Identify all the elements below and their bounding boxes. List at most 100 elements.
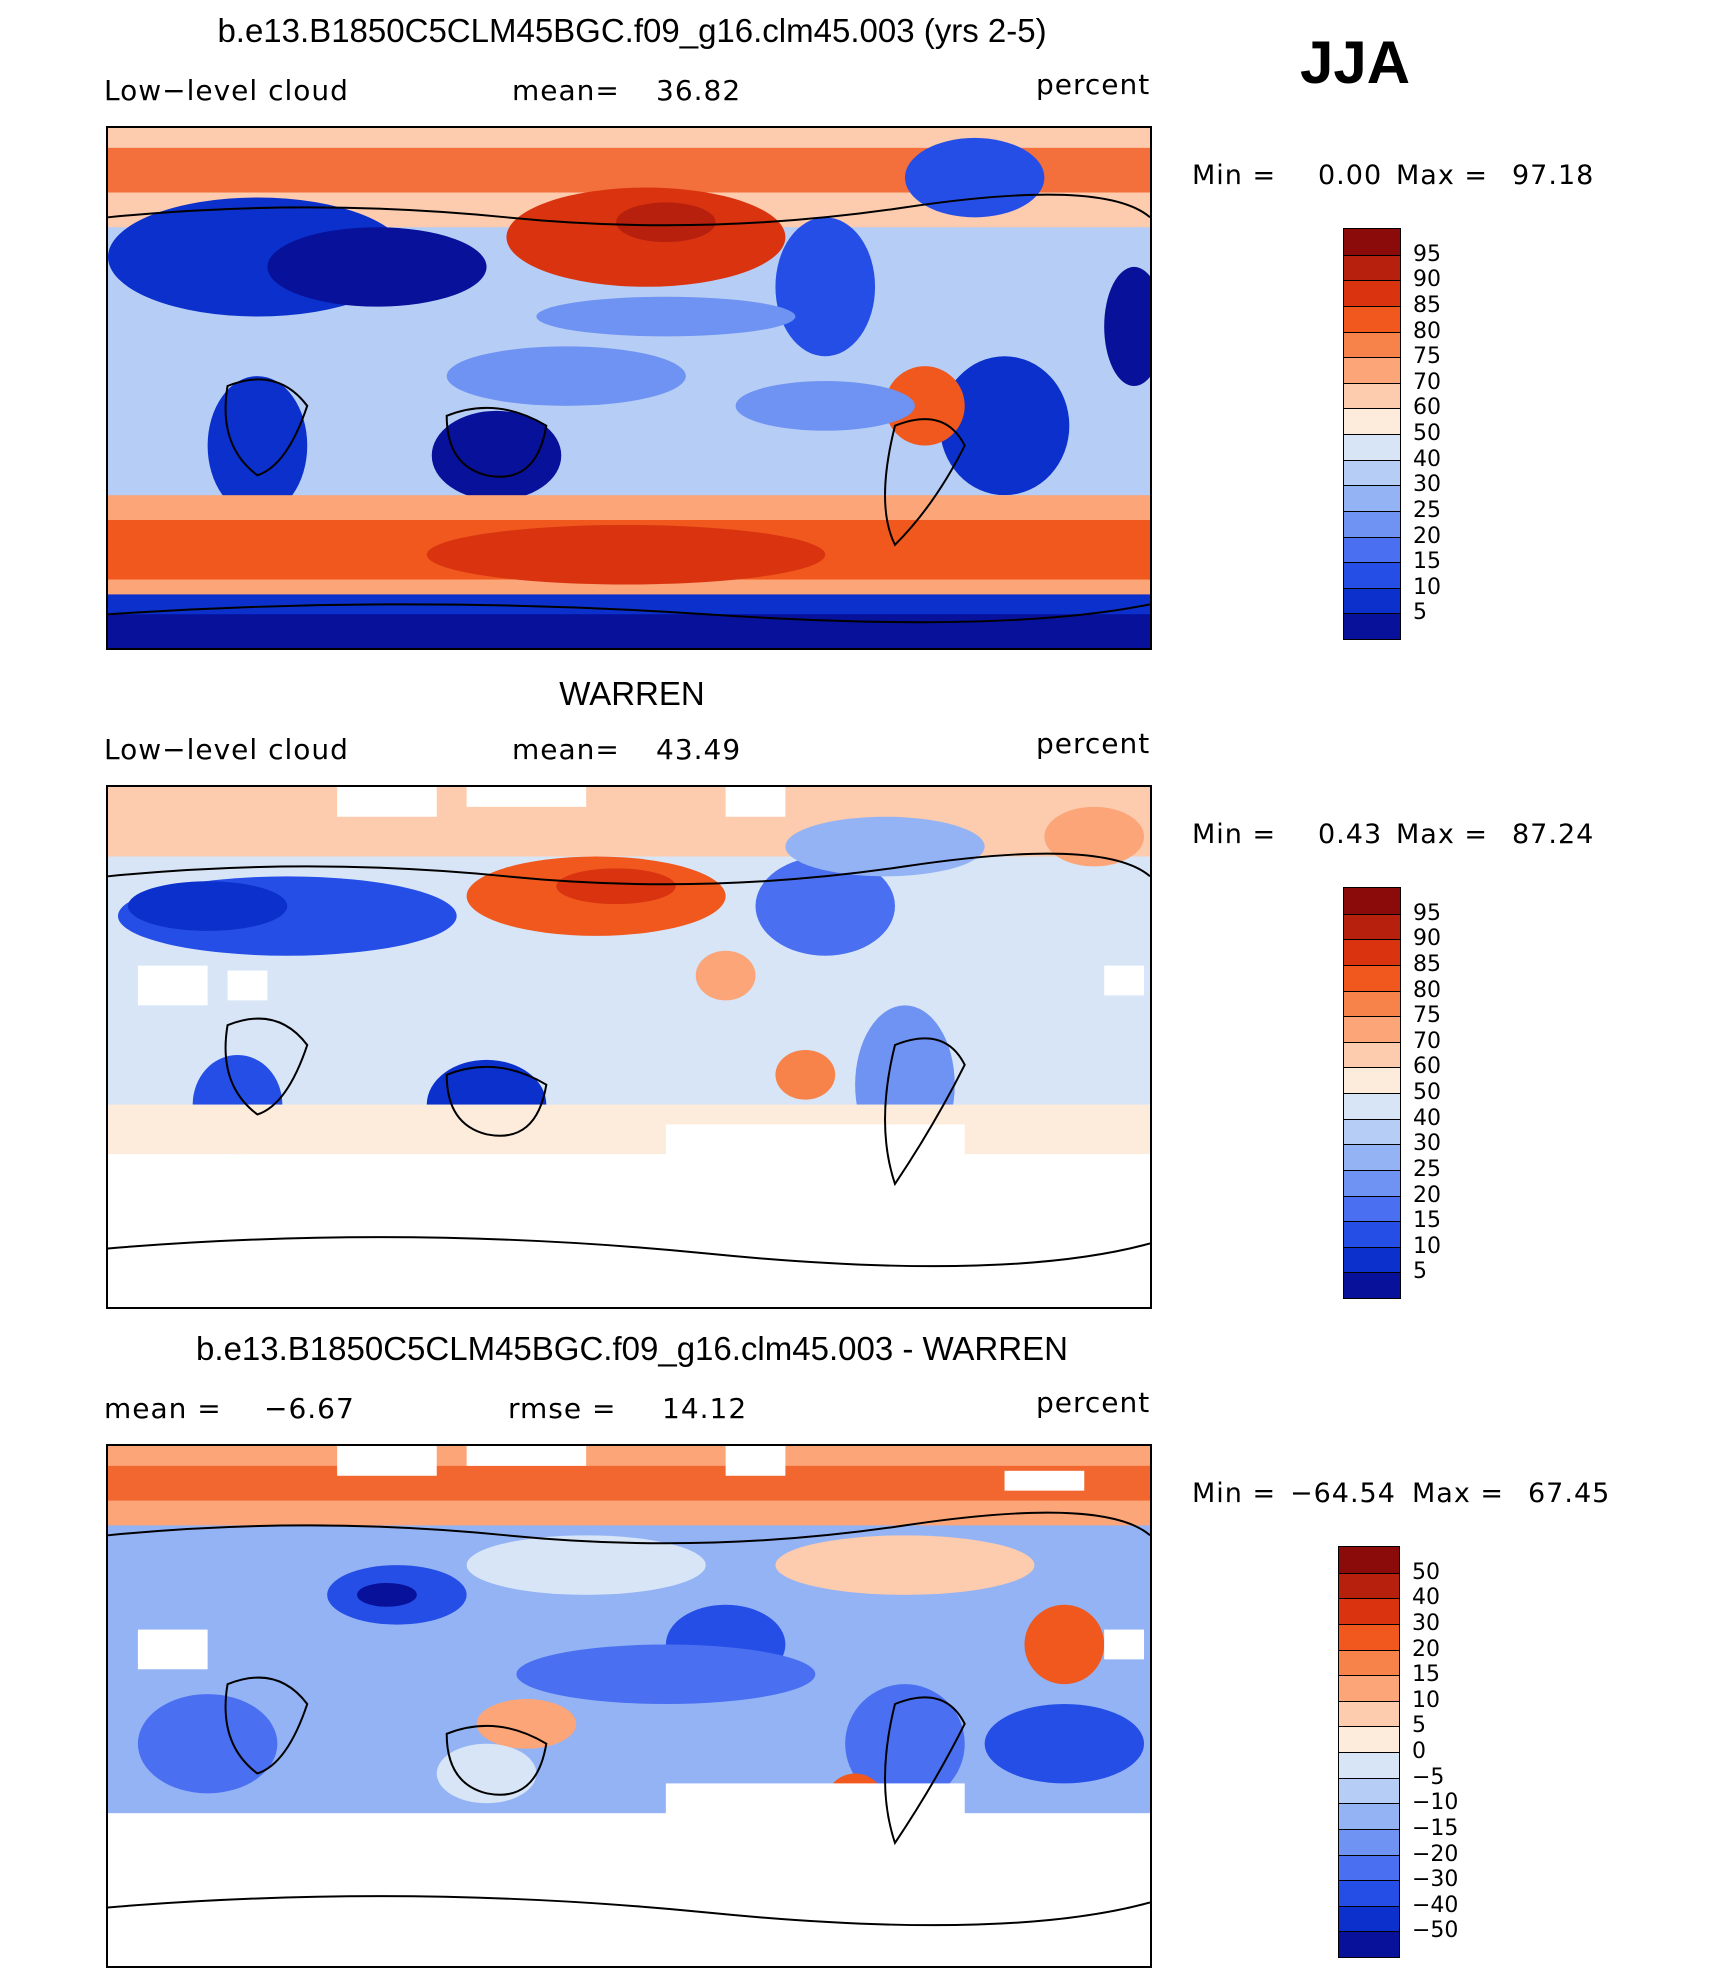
panel2-units: percent [1036, 727, 1151, 760]
colorbar-swatch [1339, 1675, 1399, 1701]
colorbar-swatch [1344, 888, 1400, 914]
colorbar-swatch [1344, 1169, 1400, 1196]
colorbar-tick-label: 70 [1413, 1028, 1441, 1054]
colorbar-tick-label: 10 [1413, 574, 1441, 600]
panel3-title: b.e13.B1850C5CLM45BGC.f09_g16.clm45.003 … [196, 1330, 1068, 1367]
colorbar-swatch [1344, 562, 1400, 588]
colorbar-tick-label: 60 [1413, 1054, 1441, 1080]
colorbar-swatch [1344, 587, 1400, 614]
colorbar-tick-label: 5 [1413, 1259, 1427, 1285]
colorbar-swatch [1344, 913, 1400, 940]
colorbar-swatch [1344, 1041, 1400, 1068]
colorbar-tick-label: 40 [1413, 446, 1441, 472]
panel2-max-value: 87.24 [1512, 819, 1595, 850]
colorbar-swatch [1339, 1649, 1399, 1676]
colorbar-swatch [1339, 1598, 1399, 1624]
colorbar-swatch [1339, 1547, 1399, 1573]
colorbar-swatch [1344, 254, 1400, 281]
panel1-max-value: 97.18 [1512, 160, 1595, 191]
panel3-rmse-label: rmse = [508, 1392, 617, 1425]
colorbar-swatch [1344, 485, 1400, 511]
colorbar-tick-label: 75 [1413, 1003, 1441, 1029]
panel1-map [106, 126, 1152, 650]
colorbar-tick-label: 20 [1412, 1636, 1440, 1662]
colorbar-tick-label: 50 [1413, 421, 1441, 446]
colorbar-swatch [1344, 408, 1400, 434]
colorbar-tick-label: −20 [1412, 1841, 1459, 1867]
panel2-mean-label: mean= [512, 733, 620, 766]
colorbar-tick-label: 5 [1412, 1713, 1426, 1739]
colorbar-tick-label: −50 [1412, 1918, 1459, 1944]
colorbar-tick-label: 80 [1413, 977, 1441, 1003]
panel3-max-value: 67.45 [1528, 1478, 1611, 1509]
colorbar-tick-label: 15 [1413, 1208, 1441, 1234]
colorbar-tick-label: 25 [1413, 497, 1441, 523]
colorbar-swatch [1344, 1221, 1400, 1247]
colorbar-swatch [1344, 613, 1400, 639]
panel3-colorbar [1338, 1546, 1400, 1958]
panel1-variable-label: Low−level cloud [104, 74, 349, 107]
panel1-map-field [108, 128, 1150, 648]
colorbar-swatch [1339, 1700, 1399, 1727]
colorbar-swatch [1339, 1803, 1399, 1829]
colorbar-swatch [1344, 510, 1400, 537]
colorbar-tick-label: 20 [1413, 523, 1441, 549]
colorbar-tick-label: 60 [1413, 395, 1441, 421]
colorbar-swatch [1344, 331, 1400, 358]
colorbar-tick-label: 10 [1412, 1687, 1440, 1713]
colorbar-tick-label: 90 [1413, 267, 1441, 293]
colorbar-swatch [1344, 1067, 1400, 1093]
colorbar-tick-label: −40 [1412, 1892, 1459, 1918]
colorbar-swatch [1344, 357, 1400, 383]
colorbar-swatch [1344, 434, 1400, 460]
colorbar-tick-label: 15 [1413, 549, 1441, 575]
panel3-mean-label: mean = [104, 1392, 222, 1425]
colorbar-tick-label: 15 [1412, 1662, 1440, 1688]
colorbar-tick-label: 70 [1413, 369, 1441, 395]
panel3-map-field [108, 1446, 1150, 1966]
panel2-title: WARREN [559, 675, 705, 712]
colorbar-tick-label: 85 [1413, 292, 1441, 318]
colorbar-tick-label: −15 [1412, 1815, 1459, 1841]
colorbar-tick-label: −10 [1412, 1790, 1459, 1816]
panel3-min-label: Min = [1192, 1478, 1277, 1509]
colorbar-swatch [1339, 1931, 1399, 1957]
colorbar-tick-label: 30 [1413, 472, 1441, 498]
panel2-mean-value: 43.49 [656, 733, 742, 766]
colorbar-tick-label: 5 [1413, 600, 1427, 626]
panel2-colorbar [1343, 887, 1401, 1299]
panel1-units: percent [1036, 68, 1151, 101]
panel1-max-label: Max = [1396, 160, 1489, 191]
colorbar-swatch [1344, 382, 1400, 409]
colorbar-tick-label: 50 [1413, 1080, 1441, 1105]
panel3-units: percent [1036, 1386, 1151, 1419]
colorbar-swatch [1344, 1016, 1400, 1042]
colorbar-swatch [1344, 280, 1400, 306]
panel2-min-label: Min = [1192, 819, 1277, 850]
panel3-rmse-value: 14.12 [662, 1392, 748, 1425]
colorbar-swatch [1344, 1272, 1400, 1298]
colorbar-swatch [1344, 1144, 1400, 1170]
colorbar-tick-label: 80 [1413, 318, 1441, 344]
panel2-min-value: 0.43 [1318, 819, 1383, 850]
colorbar-tick-label: 30 [1412, 1610, 1440, 1636]
colorbar-swatch [1339, 1623, 1399, 1650]
colorbar-swatch [1344, 536, 1400, 563]
colorbar-swatch [1344, 964, 1400, 991]
colorbar-swatch [1344, 459, 1400, 486]
panel1-min-label: Min = [1192, 160, 1277, 191]
panel1-min-value: 0.00 [1318, 160, 1383, 191]
colorbar-tick-label: 20 [1413, 1182, 1441, 1208]
panel3-min-value: −64.54 [1290, 1478, 1396, 1509]
colorbar-swatch [1339, 1880, 1399, 1906]
panel1-mean-label: mean= [512, 74, 620, 107]
panel2-map [106, 785, 1152, 1309]
panel3-max-label: Max = [1412, 1478, 1505, 1509]
colorbar-swatch [1344, 229, 1400, 255]
colorbar-swatch [1339, 1752, 1399, 1778]
panel1-title: b.e13.B1850C5CLM45BGC.f09_g16.clm45.003 … [217, 12, 1047, 49]
colorbar-tick-label: 75 [1413, 344, 1441, 370]
colorbar-tick-label: 85 [1413, 951, 1441, 977]
colorbar-swatch [1339, 1572, 1399, 1599]
panel2-max-label: Max = [1396, 819, 1489, 850]
